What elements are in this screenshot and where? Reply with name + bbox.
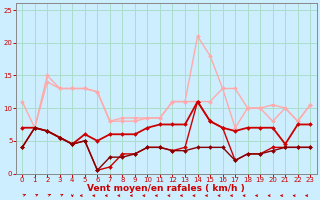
X-axis label: Vent moyen/en rafales ( km/h ): Vent moyen/en rafales ( km/h )	[87, 184, 245, 193]
